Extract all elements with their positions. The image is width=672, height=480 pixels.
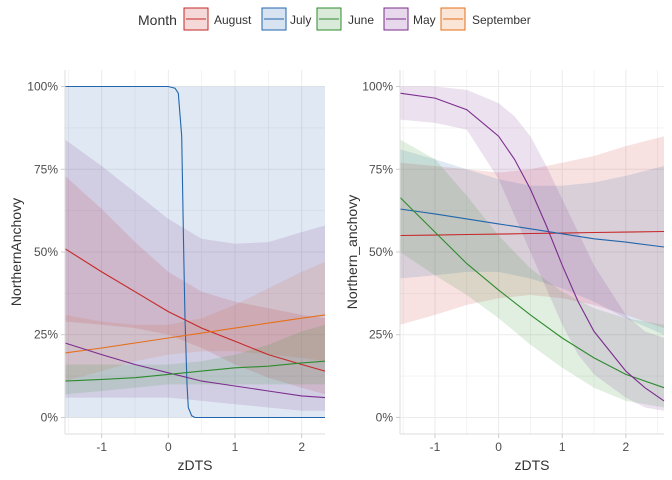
line-june xyxy=(399,197,665,389)
y-tick-label: 50% xyxy=(34,245,58,259)
band-august xyxy=(400,136,664,329)
line-september xyxy=(64,314,326,354)
grid xyxy=(400,70,664,434)
legend-label-may: May xyxy=(413,13,436,27)
x-tick-label: -1 xyxy=(96,440,107,454)
line-july xyxy=(65,85,325,419)
band-may xyxy=(65,139,325,411)
band-july xyxy=(400,149,664,335)
x-tick-label: 1 xyxy=(559,440,566,454)
x-axis-label: zDTS xyxy=(178,457,213,473)
legend: Month August July June May September xyxy=(138,7,531,31)
line-august xyxy=(64,248,326,372)
band-june xyxy=(400,139,664,408)
line-july xyxy=(399,208,665,248)
y-tick-label: 100% xyxy=(362,80,393,94)
legend-item-august: August xyxy=(183,7,252,31)
y-axis-label: Northern_anchovy xyxy=(344,195,360,309)
confidence-bands xyxy=(400,86,664,411)
y-tick-label: 75% xyxy=(369,162,393,176)
x-tick-label: 2 xyxy=(298,440,305,454)
legend-label-september: September xyxy=(472,13,531,27)
x-axis-label: zDTS xyxy=(515,457,550,473)
band-june xyxy=(65,324,325,395)
y-tick-label: 75% xyxy=(34,162,58,176)
band-july xyxy=(65,86,325,418)
left-panel: -1 0 1 2 0% 25% 50% 75% 100% zDTS NorthernAnchovy xyxy=(8,70,326,473)
line-august xyxy=(399,230,665,237)
y-tick-label: 0% xyxy=(376,410,394,424)
y-tick-label: 50% xyxy=(369,245,393,259)
legend-title: Month xyxy=(138,12,177,28)
series-lines xyxy=(399,92,665,402)
band-august xyxy=(65,175,325,395)
legend-label-june: June xyxy=(348,13,374,27)
y-axis-label: NorthernAnchovy xyxy=(8,198,24,306)
confidence-bands xyxy=(65,86,325,418)
legend-label-august: August xyxy=(214,13,252,27)
x-tick-label: 1 xyxy=(232,440,239,454)
legend-label-july: July xyxy=(290,13,311,27)
x-tick-label: 0 xyxy=(165,440,172,454)
series-lines xyxy=(64,85,326,419)
legend-item-july: July xyxy=(261,7,311,31)
legend-item-september: September xyxy=(440,7,531,31)
legend-item-june: June xyxy=(316,7,374,31)
line-may xyxy=(399,92,665,402)
band-may xyxy=(400,86,664,411)
x-tick-label: 0 xyxy=(495,440,502,454)
x-tick-label: 2 xyxy=(622,440,629,454)
right-panel: -1 0 1 2 0% 25% 50% 75% 100% zDTS Northern_anchovy xyxy=(344,70,665,473)
x-tick-label: -1 xyxy=(430,440,441,454)
y-tick-label: 25% xyxy=(34,328,58,342)
legend-item-may: May xyxy=(383,7,436,31)
y-tick-label: 100% xyxy=(27,80,58,94)
line-june xyxy=(64,360,326,382)
y-tick-label: 25% xyxy=(369,328,393,342)
line-may xyxy=(64,342,326,399)
y-tick-label: 0% xyxy=(41,410,59,424)
